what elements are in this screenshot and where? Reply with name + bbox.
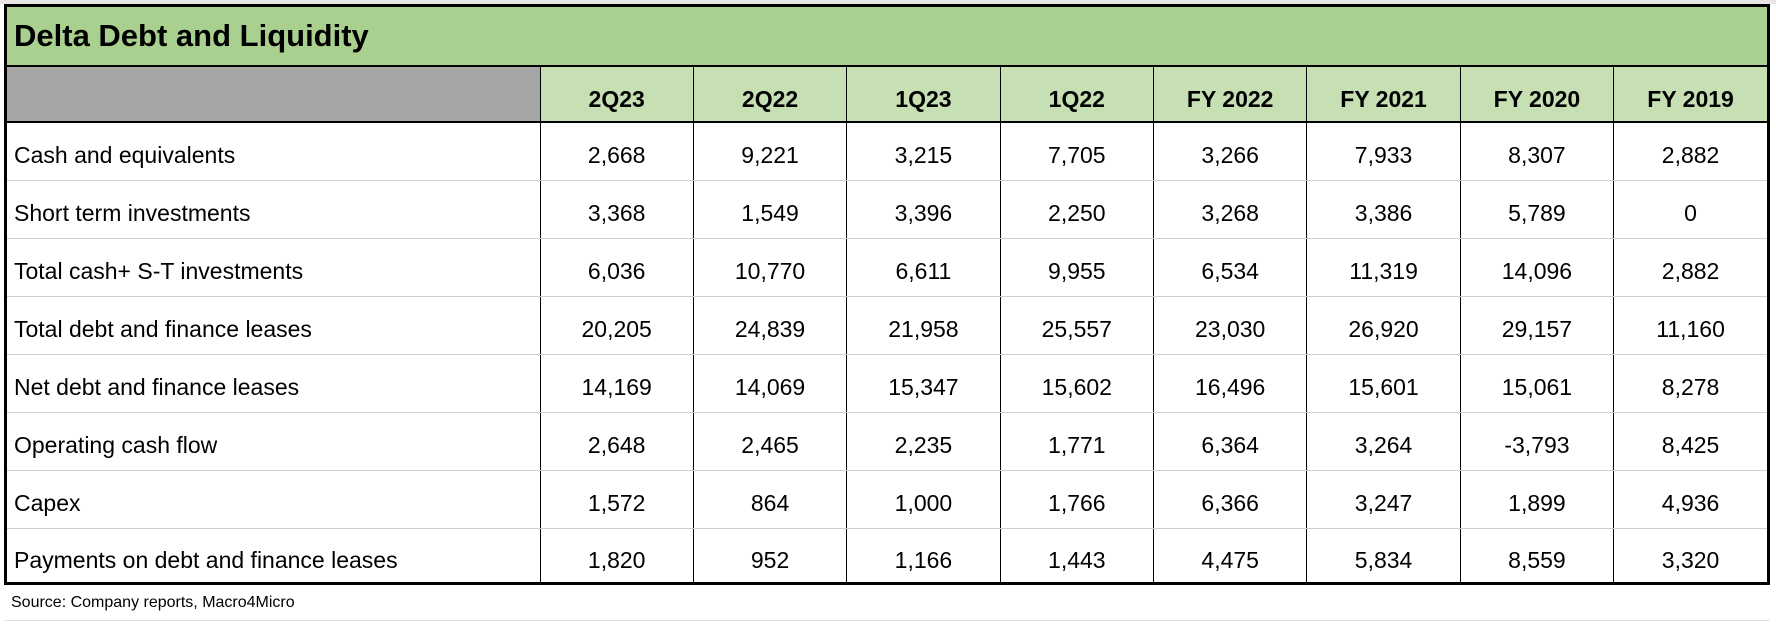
value-cell: 1,443 [999,528,1154,584]
value-cell: 23,030 [1152,296,1307,355]
value-cell: 1,820 [539,528,694,584]
value-cell: 14,069 [692,354,847,413]
table-frame: Delta Debt and Liquidity 2Q23 2Q22 1Q23 … [4,4,1770,585]
value-cell: 15,601 [1306,354,1461,413]
table-row: Short term investments 3,368 1,549 3,396 2,2… [7,180,1767,239]
value-cell: 3,268 [1152,180,1307,239]
value-cell: 6,366 [1152,470,1307,529]
value-cell: 6,036 [539,238,694,297]
value-cell: 14,096 [1459,238,1614,297]
row-label: Cash and equivalents [7,122,540,181]
value-cell: 26,920 [1306,296,1461,355]
value-cell: 1,766 [999,470,1154,529]
value-cell: 3,247 [1306,470,1461,529]
row-label: Capex [7,470,540,529]
value-cell: 2,250 [999,180,1154,239]
value-cell: 9,955 [999,238,1154,297]
value-cell: 14,169 [539,354,694,413]
row-label: Net debt and finance leases [7,354,540,413]
value-cell: 3,320 [1613,528,1767,584]
value-cell: 4,936 [1613,470,1767,529]
row-label: Operating cash flow [7,412,540,471]
value-cell: 7,705 [999,122,1154,181]
value-cell: 15,347 [846,354,1001,413]
row-label: Payments on debt and finance leases [14,546,398,573]
value-cell: 8,307 [1459,122,1614,181]
value-cell: 11,319 [1306,238,1461,297]
value-cell: 9,221 [692,122,847,181]
value-cell: 5,789 [1459,180,1614,239]
column-header: 2Q23 [539,67,694,123]
column-header: FY 2022 [1152,67,1307,123]
table-row: Total debt and finance leases 20,205 24,83… [7,296,1767,355]
value-cell: 4,475 [1152,528,1307,584]
value-cell: 2,648 [539,412,694,471]
header-row: 2Q23 2Q22 1Q23 1Q22 FY 2022 FY 2021 FY 2… [7,67,1767,123]
bottom-gridline [4,620,1770,621]
table-row: Operating cash flow 2,648 2,465 2,235 1,771 6… [7,412,1767,471]
value-cell: 864 [692,470,847,529]
header-corner-cell [7,67,540,123]
value-cell: 3,215 [846,122,1001,181]
value-cell: 24,839 [692,296,847,355]
column-header: FY 2019 [1613,67,1767,123]
value-cell: 6,364 [1152,412,1307,471]
value-cell: 7,933 [1306,122,1461,181]
value-cell: 5,834 [1306,528,1461,584]
row-label: Total cash+ S-T investments [7,238,540,297]
table-row: Cash and equivalents 2,668 9,221 3,215 7,705… [7,122,1767,181]
value-cell: 6,611 [846,238,1001,297]
value-cell: 2,882 [1613,122,1767,181]
table-title: Delta Debt and Liquidity [7,7,1767,67]
column-header: 1Q23 [846,67,1001,123]
value-cell: 8,425 [1613,412,1767,471]
value-cell: 29,157 [1459,296,1614,355]
value-cell: 20,205 [539,296,694,355]
value-cell: 1,166 [846,528,1001,584]
value-cell: 8,559 [1459,528,1614,584]
table-row: Total cash+ S-T investments 6,036 10,770 6,… [7,238,1767,297]
value-cell: 3,264 [1306,412,1461,471]
column-header: 1Q22 [999,67,1154,123]
column-header: 2Q22 [692,67,847,123]
value-cell: 15,602 [999,354,1154,413]
value-cell: 0 [1613,180,1767,239]
value-cell: 2,668 [539,122,694,181]
value-cell: 1,771 [999,412,1154,471]
value-cell: 6,534 [1152,238,1307,297]
row-label: Total debt and finance leases [7,296,540,355]
table-row: Capex 1,572 864 1,000 1,766 6,366 3,247 1,899 4,… [7,470,1767,529]
value-cell: 3,266 [1152,122,1307,181]
value-cell: 1,549 [692,180,847,239]
value-cell: 2,235 [846,412,1001,471]
table-row: Payments on debt and finance leases 1,820… [7,528,1767,584]
value-cell: 3,368 [539,180,694,239]
value-cell: 8,278 [1613,354,1767,413]
column-header: FY 2020 [1459,67,1614,123]
debt-liquidity-table: 2Q23 2Q22 1Q23 1Q22 FY 2022 FY 2021 FY 2… [7,67,1767,584]
top-gridline [0,0,1776,4]
value-cell: 2,465 [692,412,847,471]
value-cell: 3,386 [1306,180,1461,239]
value-cell: 952 [692,528,847,584]
column-header: FY 2021 [1306,67,1461,123]
value-cell: 2,882 [1613,238,1767,297]
source-note: Source: Company reports, Macro4Micro [11,594,295,611]
value-cell: 15,061 [1459,354,1614,413]
table-row: Net debt and finance leases 14,169 14,069 1… [7,354,1767,413]
value-cell: 1,000 [846,470,1001,529]
value-cell: 25,557 [999,296,1154,355]
value-cell: 21,958 [846,296,1001,355]
value-cell: 11,160 [1613,296,1767,355]
value-cell: 1,572 [539,470,694,529]
value-cell: 16,496 [1152,354,1307,413]
value-cell: -3,793 [1459,412,1614,471]
value-cell: 3,396 [846,180,1001,239]
row-label: Short term investments [7,180,540,239]
value-cell: 1,899 [1459,470,1614,529]
value-cell: 10,770 [692,238,847,297]
